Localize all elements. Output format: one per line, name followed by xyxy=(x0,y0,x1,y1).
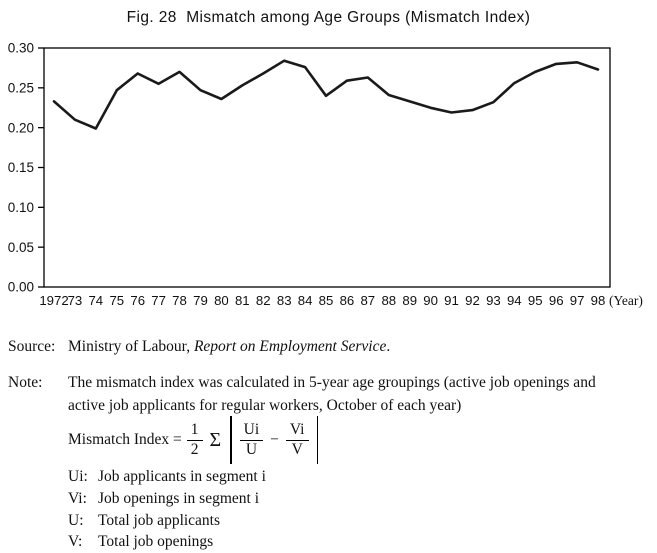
x-tick-label: 84 xyxy=(298,293,313,308)
source-suffix: . xyxy=(386,338,391,355)
chart-title: Fig. 28 Mismatch among Age Groups (Misma… xyxy=(126,9,531,26)
abs-bar-left xyxy=(230,416,232,464)
abs-bar-right xyxy=(316,416,318,464)
x-tick-label: 96 xyxy=(549,293,564,308)
x-tick-label: 89 xyxy=(402,293,417,308)
x-tick-label: 85 xyxy=(319,293,334,308)
y-tick-label: 0.10 xyxy=(8,200,34,215)
x-tick-label: 74 xyxy=(88,293,103,308)
formula-lhs: Mismatch Index = xyxy=(68,431,182,448)
mismatch-index-formula: Mismatch Index = 1 2 Σ Ui U − Vi V xyxy=(68,414,321,466)
source-publication: Report on Employment Service xyxy=(193,338,387,355)
source-text: Ministry of Labour, Report on Employment… xyxy=(68,338,390,356)
y-tick-label: 0.00 xyxy=(8,280,34,295)
one-half-fraction: 1 2 xyxy=(186,421,203,458)
ui-over-u-fraction: Ui U xyxy=(239,421,264,458)
definition-term: Vi: xyxy=(68,489,87,507)
note-line-2: active job applicants for regular worker… xyxy=(68,397,462,414)
definition-text: Total job openings xyxy=(98,533,214,551)
minus-sign: − xyxy=(270,431,279,448)
x-tick-label: 97 xyxy=(570,293,585,308)
definition-vi: Vi: Job openings in segment i xyxy=(68,488,266,510)
note-line-1: The mismatch index was calculated in 5-y… xyxy=(68,374,596,391)
note-label: Note: xyxy=(8,374,43,391)
vi-over-v-fraction: Vi V xyxy=(285,421,309,458)
x-tick-label: 90 xyxy=(423,293,438,308)
mismatch-index-line xyxy=(52,59,600,130)
definition-term: U: xyxy=(68,511,84,529)
fraction-denominator: 2 xyxy=(190,440,199,458)
definition-term: Ui: xyxy=(68,468,88,485)
x-tick-label: 75 xyxy=(109,293,124,308)
x-tick-label: 78 xyxy=(172,293,187,308)
fraction-numerator: Ui xyxy=(239,421,264,441)
x-tick-label: 1972 xyxy=(39,293,68,308)
plot-box xyxy=(43,47,611,288)
y-tick-label: 0.30 xyxy=(8,41,34,56)
fraction-numerator: Vi xyxy=(285,421,309,441)
fraction-denominator: V xyxy=(291,440,303,458)
fraction-numerator: 1 xyxy=(186,421,203,441)
x-tick-label: 94 xyxy=(507,293,522,308)
x-tick-label: 92 xyxy=(465,293,480,308)
x-tick-label: 87 xyxy=(360,293,375,308)
y-tick-label: 0.20 xyxy=(8,120,34,135)
definition-text: Total job applicants xyxy=(98,511,221,529)
definition-u: U: Total job applicants xyxy=(68,510,266,532)
source-label: Source: xyxy=(8,338,56,355)
x-tick-label: 88 xyxy=(381,293,396,308)
y-tick-label: 0.05 xyxy=(8,240,34,255)
x-tick-label: 83 xyxy=(277,293,292,308)
variable-definitions: Ui: Job applicants in segment i Vi: Job op… xyxy=(68,466,266,553)
x-tick-label: 77 xyxy=(151,293,166,308)
definition-text: Job applicants in segment i xyxy=(98,468,266,485)
definition-term: V: xyxy=(68,533,83,551)
source-publisher: Ministry of Labour, xyxy=(68,338,194,355)
definition-ui: Ui: Job applicants in segment i xyxy=(68,466,266,488)
x-tick-label: 98 xyxy=(591,293,606,308)
x-axis-unit-label: (Year) xyxy=(609,293,643,308)
x-tick-label: 81 xyxy=(235,293,250,308)
x-tick-label: 91 xyxy=(444,293,459,308)
x-tick-label: 93 xyxy=(486,293,501,308)
definition-text: Job openings in segment i xyxy=(98,489,260,507)
definition-v: V: Total job openings xyxy=(68,531,266,553)
x-tick-label: 79 xyxy=(193,293,208,308)
x-tick-label: 80 xyxy=(214,293,229,308)
y-tick-label: 0.15 xyxy=(8,160,34,175)
x-tick-label: 95 xyxy=(528,293,543,308)
x-tick-label: 73 xyxy=(68,293,83,308)
y-tick-label: 0.25 xyxy=(8,80,34,95)
x-tick-label: 82 xyxy=(256,293,271,308)
fraction-denominator: U xyxy=(245,440,258,458)
x-tick-label: 86 xyxy=(340,293,355,308)
x-tick-label: 76 xyxy=(130,293,145,308)
sigma-symbol: Σ xyxy=(209,428,222,451)
